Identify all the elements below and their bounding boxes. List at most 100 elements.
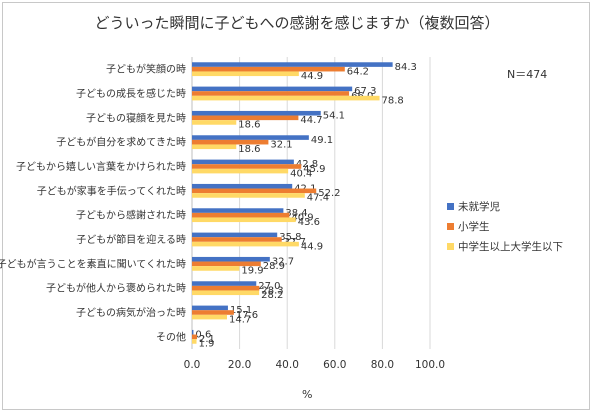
bar-2 <box>192 237 282 242</box>
data-label: 67.3 <box>354 86 376 97</box>
data-label: 18.6 <box>238 144 260 155</box>
x-tick-label: 80.0 <box>371 359 394 371</box>
data-label: 44.9 <box>301 241 323 252</box>
legend-label: 小学生 <box>458 220 490 233</box>
bar-3 <box>192 193 305 198</box>
data-label: 32.1 <box>270 139 292 150</box>
bar-1 <box>192 256 270 262</box>
legend-item: 未就学児 <box>447 196 563 216</box>
data-label: 42.8 <box>296 159 318 170</box>
data-label: 27.0 <box>258 281 280 292</box>
bar-3 <box>192 95 380 101</box>
category-label: 子どもの病気が治った時 <box>76 306 186 319</box>
data-label: 32.7 <box>272 257 294 268</box>
bar-1 <box>192 329 194 335</box>
bar-1 <box>192 305 228 311</box>
legend-swatch <box>447 202 454 210</box>
bar-2 <box>192 115 299 121</box>
data-label: 28.3 <box>261 285 283 296</box>
bar-1 <box>192 232 278 238</box>
bar-2 <box>192 212 290 218</box>
data-label: 47.4 <box>307 193 329 204</box>
data-label: 0.6 <box>195 330 211 341</box>
sample-size-note: N＝474 <box>507 68 548 81</box>
data-label: 19.9 <box>241 266 263 277</box>
category-label: 子どもが自分を求めてきた時 <box>56 136 186 149</box>
x-tick-label: 60.0 <box>323 359 346 371</box>
bar-3 <box>192 339 197 344</box>
data-label: 52.2 <box>318 188 340 199</box>
x-tick-label: 20.0 <box>228 359 251 371</box>
bar-1 <box>192 110 321 116</box>
data-label: 84.3 <box>395 62 417 73</box>
data-label: 64.2 <box>347 66 369 77</box>
legend-label: 中学生以上大学生以下 <box>458 240 563 253</box>
bar-2 <box>192 188 317 194</box>
x-tick-label: 0.0 <box>184 359 201 371</box>
legend-item: 中学生以上大学生以下 <box>447 236 563 256</box>
category-label: 子どもが節目を迎える時 <box>76 233 186 246</box>
data-label: 28.2 <box>261 290 283 301</box>
bar-1 <box>192 159 294 165</box>
bar-2 <box>192 334 197 340</box>
category-label: 子どもの成長を感じた時 <box>76 87 186 100</box>
bar-3 <box>192 290 260 296</box>
bar-2 <box>192 285 260 291</box>
bar-3 <box>192 144 237 150</box>
bar-3 <box>192 168 289 174</box>
legend-swatch <box>447 242 454 250</box>
data-label: 43.6 <box>298 217 320 228</box>
bar-2 <box>192 66 345 72</box>
data-label: 78.8 <box>382 95 404 106</box>
category-label: 子どもが言うことを素直に聞いてくれた時 <box>0 257 186 270</box>
legend-item: 小学生 <box>447 216 563 236</box>
bar-1 <box>192 135 309 140</box>
category-label: 子どもから嬉しい言葉をかけられた時 <box>16 160 186 173</box>
x-tick-label: 40.0 <box>276 359 299 371</box>
chart-title: どういった瞬間に子どもへの感謝を感じますか（複数回答） <box>94 14 500 32</box>
legend: 未就学児小学生中学生以上大学生以下 <box>447 196 563 256</box>
bar-1 <box>192 183 293 189</box>
bar-1 <box>192 208 284 213</box>
data-label: 45.9 <box>303 164 325 175</box>
data-label: 54.1 <box>323 111 345 122</box>
bar-3 <box>192 71 299 77</box>
bar-1 <box>192 86 353 92</box>
bar-2 <box>192 164 302 169</box>
bar-2 <box>192 310 234 315</box>
legend-swatch <box>447 222 454 230</box>
bar-3 <box>192 266 240 271</box>
data-label: 1.9 <box>199 339 215 350</box>
data-label: 17.6 <box>236 310 258 321</box>
data-label: 14.7 <box>229 314 251 325</box>
data-label: 40.9 <box>291 212 313 223</box>
data-label: 40.4 <box>290 168 312 179</box>
bar-2 <box>192 139 269 145</box>
data-label: 38.4 <box>285 208 307 219</box>
legend-label: 未就学児 <box>458 200 500 213</box>
data-label: 18.6 <box>238 120 260 131</box>
data-label: 49.1 <box>311 135 333 146</box>
data-label: 44.7 <box>300 115 322 126</box>
category-label: 子どもから感謝された時 <box>76 209 186 222</box>
bar-2 <box>192 91 350 96</box>
bar-3 <box>192 217 296 223</box>
x-tick-label: 100.0 <box>415 359 445 371</box>
category-label: 子どもが笑顔の時 <box>106 63 186 76</box>
bar-3 <box>192 120 237 125</box>
data-label: 2.1 <box>199 334 215 345</box>
x-axis-label: % <box>302 388 313 401</box>
bar-3 <box>192 241 299 247</box>
category-label: 子どもが家事を手伝ってくれた時 <box>37 184 186 197</box>
data-label: 35.8 <box>279 232 301 243</box>
bar-1 <box>192 62 393 67</box>
bar-1 <box>192 281 257 286</box>
bar-2 <box>192 261 261 267</box>
category-label: その他 <box>156 330 186 343</box>
data-label: 28.9 <box>263 261 285 272</box>
category-label: 子どもが他人から褒められた時 <box>46 282 186 295</box>
bar-3 <box>192 314 227 320</box>
category-label: 子どもの寝顔を見た時 <box>86 111 186 124</box>
data-label: 44.9 <box>301 71 323 82</box>
